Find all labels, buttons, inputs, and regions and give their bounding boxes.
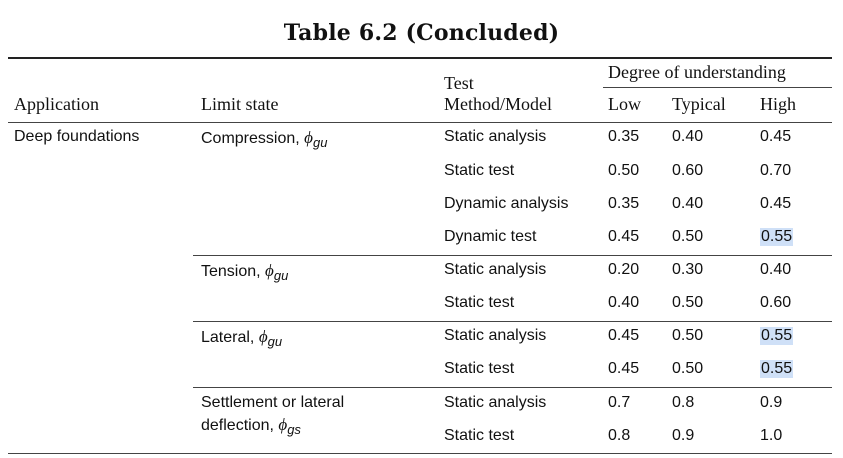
typical-cell: 0.50 — [672, 360, 704, 377]
low-cell: 0.45 — [608, 228, 640, 245]
method-cell: Static test — [444, 162, 515, 179]
limit-state-label: Tension, — [201, 263, 266, 280]
typical-cell: 0.30 — [672, 261, 704, 278]
low-cell: 0.35 — [608, 195, 640, 212]
high-cell: 1.0 — [760, 427, 783, 444]
high-cell: 0.40 — [760, 261, 792, 278]
top-rule — [8, 57, 832, 59]
method-cell: Static test — [444, 360, 515, 377]
low-cell: 0.20 — [608, 261, 640, 278]
phi-subscript: gu — [273, 268, 289, 283]
limit-state-tension: Tension, ϕgu — [201, 261, 289, 283]
phi-symbol: ϕ — [258, 327, 268, 346]
method-cell: Static test — [444, 294, 515, 311]
limit-state-settlement-line1: Settlement or lateral — [201, 394, 345, 411]
low-cell: 0.45 — [608, 360, 640, 377]
high-cell: 0.60 — [760, 294, 792, 311]
high-cell: 0.55 — [760, 327, 794, 345]
header-application: Application — [14, 94, 99, 114]
low-cell: 0.8 — [608, 427, 631, 444]
typical-cell: 0.40 — [672, 195, 704, 212]
low-cell: 0.7 — [608, 394, 631, 411]
limit-state-settlement-line2: deflection, ϕgs — [201, 415, 301, 437]
group-rule — [193, 387, 832, 388]
low-cell: 0.40 — [608, 294, 640, 311]
application-cell: Deep foundations — [14, 128, 140, 145]
limit-state-label: Lateral, — [201, 329, 259, 346]
limit-state-label: Compression, — [201, 130, 305, 147]
header-limit-state: Limit state — [201, 94, 279, 114]
header-rule — [8, 122, 832, 123]
method-cell: Static analysis — [444, 327, 547, 344]
low-cell: 0.50 — [608, 162, 640, 179]
degree-underline — [603, 87, 832, 88]
method-cell: Static analysis — [444, 261, 547, 278]
limit-state-lateral: Lateral, ϕgu — [201, 327, 283, 349]
high-cell: 0.45 — [760, 195, 792, 212]
typical-cell: 0.50 — [672, 294, 704, 311]
method-cell: Static analysis — [444, 394, 547, 411]
phi-subscript: gs — [287, 422, 301, 437]
bottom-rule — [8, 453, 832, 454]
phi-subscript: gu — [312, 135, 328, 150]
high-cell: 0.70 — [760, 162, 792, 179]
header-high: High — [760, 94, 796, 114]
header-low: Low — [608, 94, 641, 114]
phi-symbol: ϕ — [265, 261, 274, 280]
low-cell: 0.45 — [608, 327, 640, 344]
high-cell: 0.55 — [760, 228, 794, 246]
typical-cell: 0.8 — [672, 394, 695, 411]
high-cell: 0.9 — [760, 394, 783, 411]
limit-state-compression: Compression, ϕgu — [201, 128, 328, 150]
table-title: Table 6.2 (Concluded) — [283, 20, 560, 46]
method-cell: Dynamic test — [444, 228, 537, 245]
typical-cell: 0.60 — [672, 162, 704, 179]
limit-state-label: deflection, — [201, 417, 279, 434]
low-cell: 0.35 — [608, 128, 640, 145]
high-cell: 0.55 — [760, 360, 794, 378]
header-typical: Typical — [672, 94, 726, 114]
phi-symbol: ϕ — [278, 415, 288, 434]
group-rule — [193, 255, 832, 256]
phi-subscript: gu — [267, 334, 283, 349]
typical-cell: 0.50 — [672, 327, 704, 344]
method-cell: Dynamic analysis — [444, 195, 569, 212]
typical-cell: 0.9 — [672, 427, 695, 444]
group-rule — [193, 321, 832, 322]
header-test-line1: Test — [444, 73, 474, 93]
typical-cell: 0.40 — [672, 128, 704, 145]
high-cell: 0.45 — [760, 128, 792, 145]
typical-cell: 0.50 — [672, 228, 704, 245]
method-cell: Static test — [444, 427, 515, 444]
header-test-line2: Method/Model — [444, 94, 552, 114]
phi-symbol: ϕ — [304, 128, 313, 147]
method-cell: Static analysis — [444, 128, 547, 145]
header-degree-of-understanding: Degree of understanding — [608, 62, 786, 82]
